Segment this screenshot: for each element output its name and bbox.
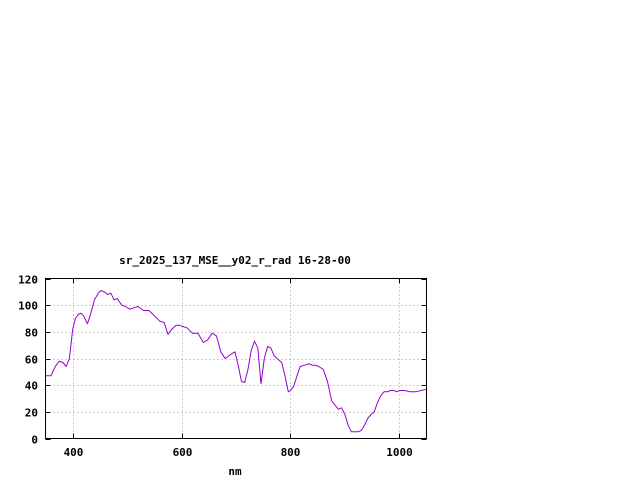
chart-title: sr_2025_137_MSE__y02_r_rad 16-28-00: [119, 254, 351, 267]
y-axis-tick-labels: 0 20 40 60 80 100 120: [18, 274, 38, 447]
x-axis-label: nm: [228, 465, 242, 478]
y-tick-label: 0: [31, 434, 38, 447]
y-tick-label: 20: [25, 407, 38, 420]
x-tick-label: 400: [64, 446, 84, 459]
y-tick-label: 120: [18, 274, 38, 287]
series-layer: [45, 290, 427, 433]
x-tick-label: 1000: [386, 446, 413, 459]
y-tick-label: 40: [25, 380, 38, 393]
axis-ticks: [45, 278, 427, 440]
y-tick-label: 80: [25, 327, 38, 340]
plot-frame: [45, 278, 427, 439]
y-tick-label: 60: [25, 354, 38, 367]
x-tick-label: 800: [281, 446, 301, 459]
y-tick-label: 100: [18, 300, 38, 313]
grid-lines: [45, 278, 427, 439]
x-axis-tick-labels: 400 600 800 1000: [64, 446, 413, 459]
spectrum-series-line: [45, 290, 427, 433]
x-tick-label: 600: [173, 446, 193, 459]
